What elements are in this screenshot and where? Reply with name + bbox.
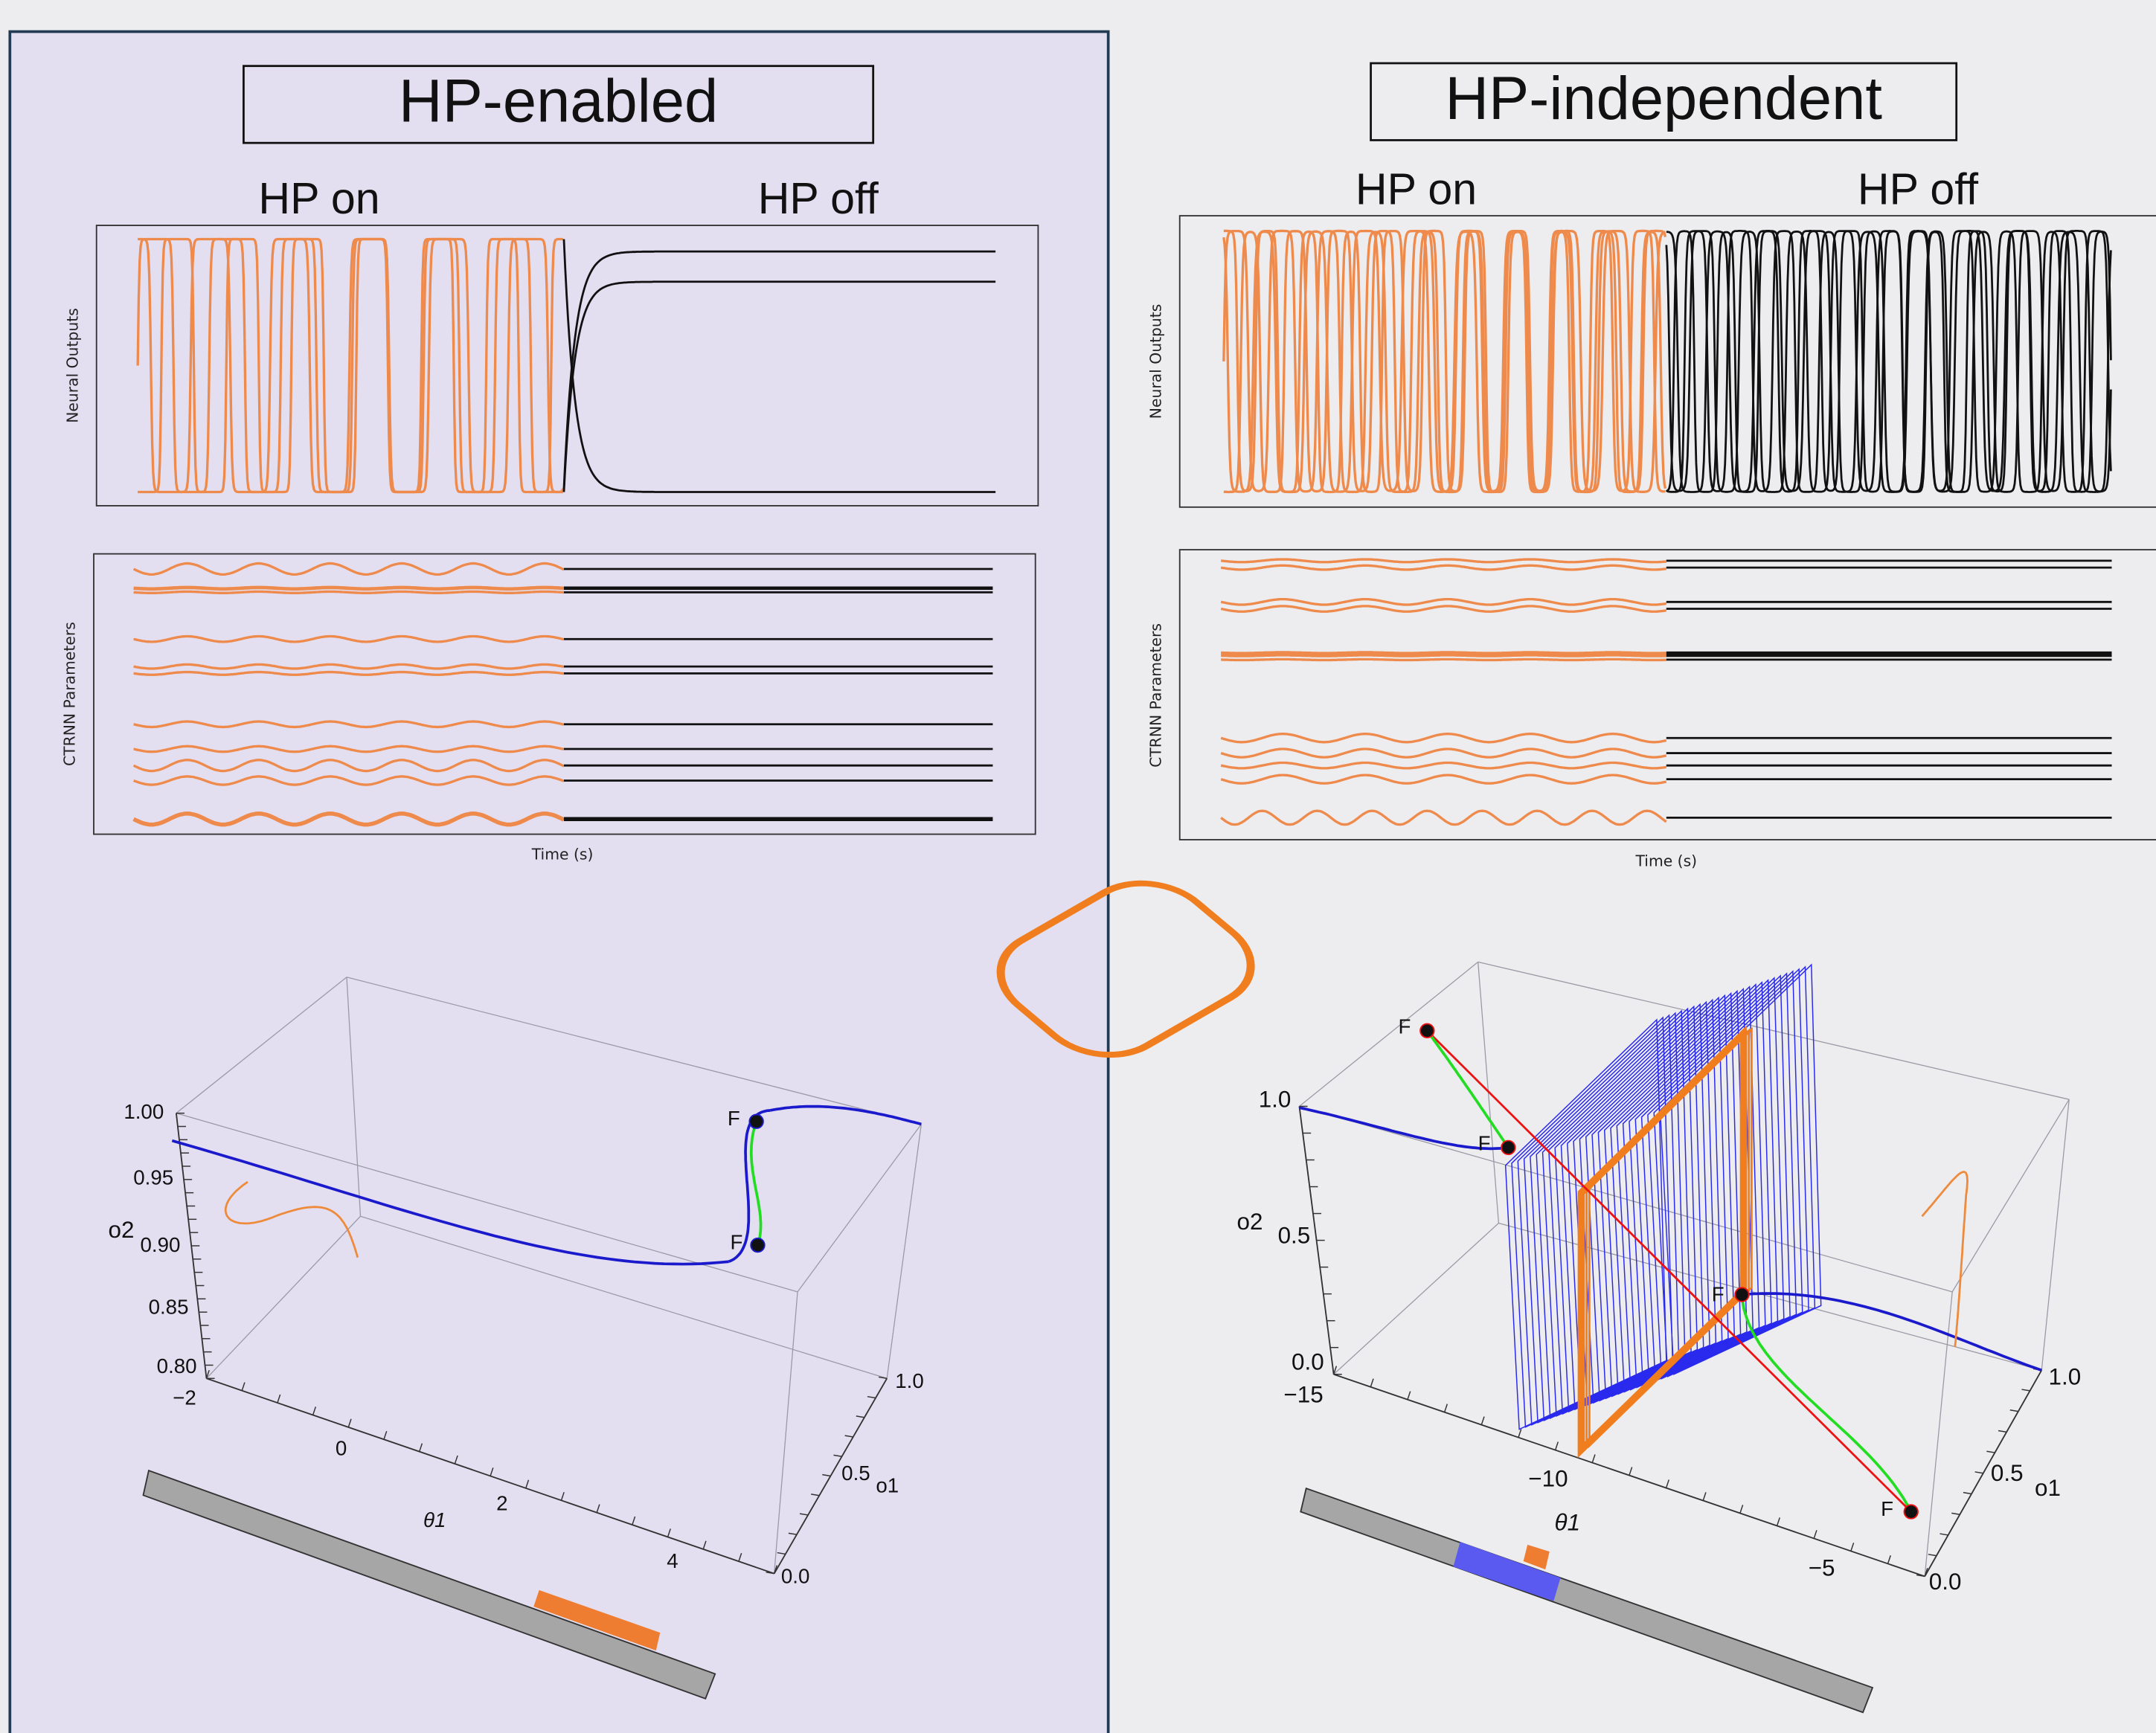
x-axis-label: Time (s) <box>1635 852 1698 870</box>
fixed-point <box>751 1238 764 1252</box>
z-tick-label: 0.80 <box>157 1354 197 1377</box>
fixed-point <box>1501 1141 1515 1154</box>
y-tick-label: 0.5 <box>841 1462 870 1485</box>
x-tick-label: −10 <box>1528 1465 1568 1491</box>
y-tick-label: 0.5 <box>1991 1460 2024 1486</box>
curve <box>134 588 564 589</box>
page: {"panels": [ {"title": "HP-enabled", "ph… <box>0 0 2156 1733</box>
x-axis-label: Time (s) <box>531 845 594 863</box>
panel-title: HP-enabled <box>399 68 718 135</box>
fixed-point <box>1735 1287 1748 1301</box>
y-tick-label: 0.0 <box>1929 1569 1962 1595</box>
x-axis-label: θ1 <box>423 1508 446 1531</box>
z-tick-label: 0.0 <box>1292 1348 1324 1374</box>
z-axis-label: o2 <box>109 1217 135 1243</box>
x-axis-label: θ1 <box>1555 1509 1581 1535</box>
fixed-point <box>1904 1505 1917 1518</box>
z-tick-label: 0.5 <box>1278 1222 1311 1248</box>
phase-label: HP off <box>1858 164 1979 213</box>
x-tick-label: −2 <box>173 1386 196 1409</box>
point-label: F <box>1478 1131 1491 1154</box>
point-label: F <box>1881 1497 1893 1520</box>
z-tick-label: 0.95 <box>133 1166 173 1189</box>
x-tick-label: 4 <box>667 1549 678 1572</box>
phase-label: HP on <box>258 173 379 223</box>
highlight-panel <box>10 31 1108 1733</box>
curve <box>1221 654 1666 655</box>
z-tick-label: 0.85 <box>149 1295 189 1318</box>
y-axis-label: CTRNN Parameters <box>1146 623 1164 768</box>
point-label: F <box>728 1107 740 1130</box>
y-tick-label: 1.0 <box>2049 1364 2082 1390</box>
y-axis-label: Neural Outputs <box>63 308 81 423</box>
x-tick-label: 2 <box>496 1492 507 1515</box>
x-tick-label: 0 <box>336 1437 347 1460</box>
curve <box>134 591 564 593</box>
fixed-point <box>1420 1024 1434 1038</box>
y-axis-label: o1 <box>2035 1475 2061 1501</box>
phase-label: HP on <box>1355 164 1477 213</box>
point-label: F <box>1712 1283 1725 1306</box>
y-axis-label: Neural Outputs <box>1146 304 1164 419</box>
x-tick-label: −5 <box>1809 1554 1835 1581</box>
y-tick-label: 1.0 <box>895 1369 924 1392</box>
point-label: F <box>1399 1015 1411 1038</box>
z-tick-label: 1.00 <box>123 1100 164 1123</box>
z-axis-label: o2 <box>1236 1209 1263 1235</box>
curve <box>1221 659 1666 660</box>
x-tick-label: −15 <box>1283 1382 1323 1408</box>
panel-title: HP-independent <box>1445 65 1882 132</box>
fixed-point <box>749 1115 763 1128</box>
y-axis-label: CTRNN Parameters <box>61 622 79 766</box>
z-tick-label: 1.0 <box>1259 1086 1292 1112</box>
figure: HP-enabled HP-independent HP on HP off H… <box>0 0 2156 1733</box>
phase-label: HP off <box>758 173 879 223</box>
z-tick-label: 0.90 <box>141 1233 181 1256</box>
y-tick-label: 0.0 <box>781 1565 810 1588</box>
point-label: F <box>731 1231 743 1254</box>
y-axis-label: o1 <box>876 1474 899 1497</box>
